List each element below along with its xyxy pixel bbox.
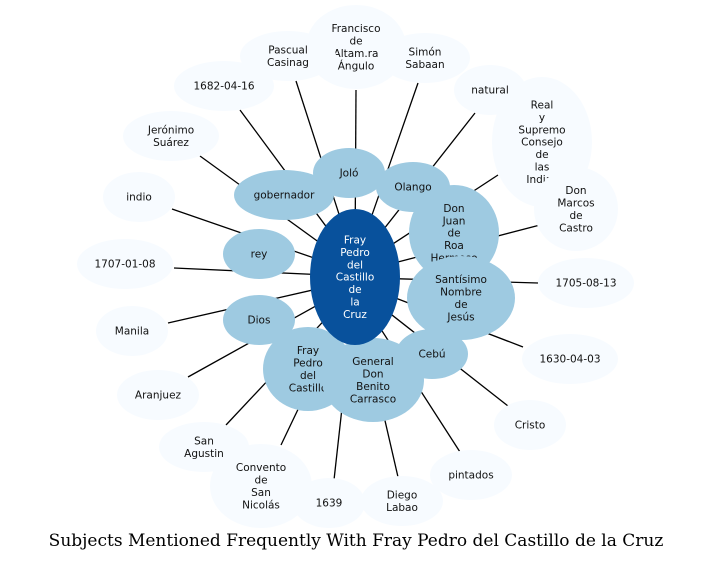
outer-node-label-francisco: Francisco de Altam.ra Ángulo	[331, 23, 380, 72]
outer-node-label-aranjuez: Aranjuez	[135, 390, 182, 402]
outer-node-shape-date-1707	[77, 239, 173, 289]
outer-node-shape-manila	[96, 306, 168, 356]
outer-node-label-date-1682: 1682-04-16	[193, 81, 254, 93]
outer-node-francisco: Francisco de Altam.ra Ángulo	[306, 5, 406, 89]
outer-node-label-convento: Convento de San Nicolás	[236, 462, 286, 511]
outer-node-label-date-1707: 1707-01-08	[94, 259, 155, 271]
outer-node-indio: indio	[103, 172, 175, 222]
outer-node-label-pintados: pintados	[448, 470, 493, 482]
outer-node-label-manila: Manila	[115, 326, 149, 338]
outer-node-date-1707: 1707-01-08	[77, 239, 173, 289]
outer-node-aranjuez: Aranjuez	[117, 370, 199, 420]
inner-node-label-gobernador: gobernador	[254, 190, 316, 202]
outer-node-shape-aranjuez	[117, 370, 199, 420]
outer-node-label-jeronimo: Jerónimo Suárez	[147, 124, 194, 148]
outer-node-simon: Simón Sabaan	[380, 33, 470, 83]
outer-node-shape-indio	[103, 172, 175, 222]
outer-node-date-1630: 1630-04-03	[522, 334, 618, 384]
outer-node-pintados: pintados	[430, 450, 512, 500]
outer-node-shape-pascual	[240, 31, 336, 81]
inner-node-gobernador: gobernador	[234, 170, 334, 220]
outer-node-shape-date-1705	[538, 258, 634, 308]
inner-node-shape-don-juan	[409, 185, 499, 281]
center-node-layer: Fray Pedro del Castillo de la Cruz	[310, 209, 400, 345]
outer-node-cristo: Cristo	[494, 400, 566, 450]
outer-node-shape-jeronimo	[123, 111, 219, 161]
outer-node-shape-year-1639	[293, 478, 365, 528]
inner-node-rey: rey	[223, 229, 295, 279]
outer-node-label-san-agustin: San Agustin	[184, 435, 224, 459]
outer-node-shape-diego-labao	[361, 476, 443, 526]
inner-node-shape-general-carrasco	[322, 338, 424, 422]
inner-node-shape-jolo	[313, 148, 385, 198]
inner-node-jolo: Joló	[313, 148, 385, 198]
outer-nodes-layer: Francisco de Altam.ra Ángulo Pascual Casinag S…	[77, 5, 634, 528]
inner-node-shape-dios	[223, 295, 295, 345]
outer-node-label-pascual: Pascual Casinag	[267, 44, 309, 68]
outer-node-date-1705: 1705-08-13	[538, 258, 634, 308]
inner-node-general-carrasco: General Don Benito Carrasco	[322, 338, 424, 422]
outer-node-shape-date-1630	[522, 334, 618, 384]
outer-node-shape-francisco	[306, 5, 406, 89]
inner-node-label-rey: rey	[251, 249, 268, 261]
outer-node-label-natural: natural	[471, 85, 509, 97]
outer-node-manila: Manila	[96, 306, 168, 356]
inner-node-label-fray-pedro-castillo: Fray Pedro del Castillo	[289, 345, 328, 394]
inner-node-label-dios: Dios	[248, 315, 271, 327]
outer-node-pascual: Pascual Casinag	[240, 31, 336, 81]
outer-node-shape-convento	[210, 444, 312, 528]
outer-node-label-date-1705: 1705-08-13	[555, 278, 616, 290]
outer-node-label-year-1639: 1639	[316, 498, 343, 510]
outer-node-label-simon: Simón Sabaan	[405, 46, 444, 70]
outer-node-year-1639: 1639	[293, 478, 365, 528]
outer-node-label-cristo: Cristo	[515, 420, 546, 432]
outer-node-label-don-marcos: Don Marcos de Castro	[557, 185, 594, 234]
outer-node-shape-simon	[380, 33, 470, 83]
inner-node-label-olango: Olango	[394, 182, 431, 194]
outer-node-date-1682: 1682-04-16	[174, 61, 274, 111]
outer-node-label-diego-labao: Diego Labao	[386, 489, 418, 513]
inner-node-label-cebu: Cebú	[418, 349, 445, 361]
edge-simon	[363, 82, 419, 240]
outer-node-shape-don-marcos	[534, 167, 618, 251]
diagram-title: Subjects Mentioned Frequently With Fray …	[48, 531, 664, 551]
center-node: Fray Pedro del Castillo de la Cruz	[310, 209, 400, 345]
outer-node-label-date-1630: 1630-04-03	[539, 354, 600, 366]
center-node-label: Fray Pedro del Castillo de la Cruz	[336, 235, 375, 321]
inner-node-label-santisimo: Santísimo Nombre de Jesús	[435, 274, 487, 323]
outer-node-label-indio: indio	[126, 192, 152, 204]
inner-node-label-general-carrasco: General Don Benito Carrasco	[350, 356, 396, 405]
inner-nodes-layer: JológobernadorOlangoDonJuandeRoaHermosor…	[223, 148, 515, 422]
outer-node-don-marcos: Don Marcos de Castro	[534, 167, 618, 251]
outer-node-diego-labao: Diego Labao	[361, 476, 443, 526]
outer-node-jeronimo: Jerónimo Suárez	[123, 111, 219, 161]
outer-node-shape-cristo	[494, 400, 566, 450]
outer-node-convento: Convento de San Nicolás	[210, 444, 312, 528]
inner-node-santisimo: Santísimo Nombre de Jesús	[407, 256, 515, 340]
inner-node-shape-gobernador	[234, 170, 334, 220]
inner-node-label-jolo: Joló	[339, 168, 359, 180]
inner-node-shape-rey	[223, 229, 295, 279]
outer-node-shape-date-1682	[174, 61, 274, 111]
inner-node-shape-santisimo	[407, 256, 515, 340]
center-node-shape	[310, 209, 400, 345]
outer-node-shape-pintados	[430, 450, 512, 500]
inner-node-dios: Dios	[223, 295, 295, 345]
